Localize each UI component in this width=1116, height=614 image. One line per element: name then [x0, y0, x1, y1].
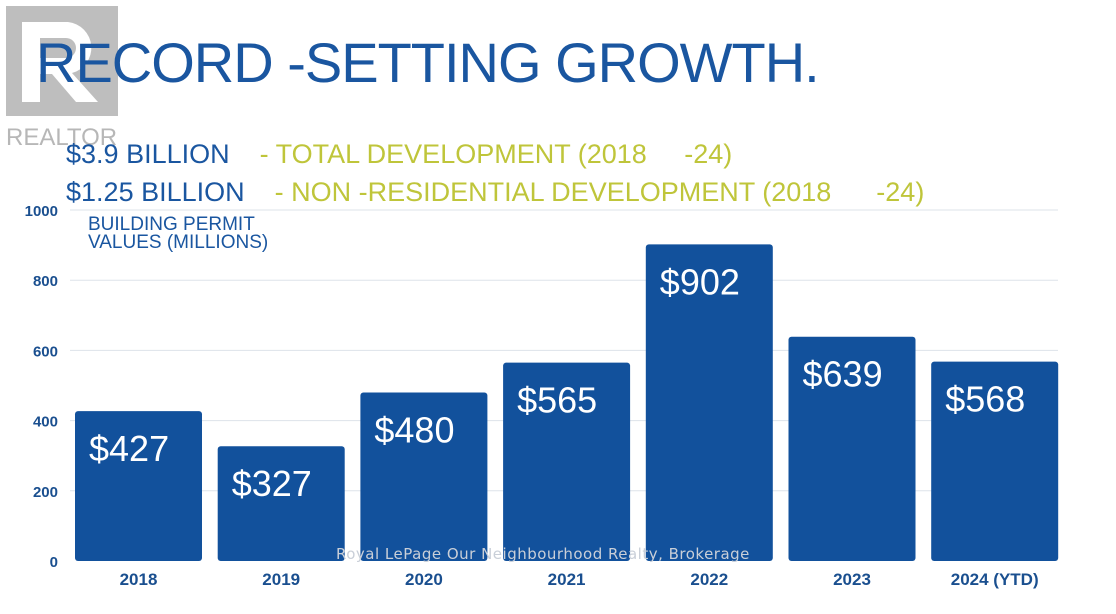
stat-desc: - TOTAL DEVELOPMENT (2018 -24)	[259, 139, 733, 169]
data-label: $480	[374, 410, 454, 451]
y-tick-label: 600	[33, 343, 58, 360]
bar	[217, 446, 345, 561]
data-label: $568	[945, 379, 1025, 420]
realtor-logo-icon	[6, 6, 118, 116]
bar	[360, 392, 488, 561]
stat-line-nonres: $1.25 BILLION - NON -RESIDENTIAL DEVELOP…	[36, 146, 924, 239]
data-label: $902	[660, 261, 740, 302]
x-tick-label: 2020	[405, 570, 443, 589]
stat-desc: - NON -RESIDENTIAL DEVELOPMENT (2018 -24…	[274, 177, 925, 207]
data-label: $327	[232, 463, 312, 504]
bar	[75, 411, 202, 561]
y-tick-label: 200	[33, 484, 58, 501]
y-tick-label: 800	[33, 273, 58, 290]
y-tick-label: 400	[33, 414, 58, 431]
y-tick-label: 0	[50, 554, 58, 571]
x-tick-label: 2018	[120, 570, 158, 589]
x-tick-label: 2023	[833, 570, 871, 589]
slide-title: RECORD -SETTING GROWTH.	[36, 31, 820, 94]
stat-amount: $3.9 BILLION	[66, 139, 230, 169]
watermark: Royal LePage Our Neighbourhood Realty, B…	[336, 545, 750, 563]
chart-title: BUILDING PERMIT VALUES (MILLIONS)	[88, 214, 269, 253]
stat-amount: $1.25 BILLION	[66, 177, 245, 207]
x-tick-label: 2022	[690, 570, 728, 589]
realtor-logo-text: REALTOR	[6, 124, 118, 151]
chart-title-line: BUILDING PERMIT	[88, 214, 255, 235]
chart-title-line: VALUES (MILLIONS)	[88, 232, 269, 253]
data-label: $427	[89, 428, 169, 469]
data-label: $639	[803, 354, 883, 395]
data-label: $565	[517, 380, 597, 421]
x-tick-label: 2024 (YTD)	[951, 570, 1039, 589]
bar	[931, 361, 1059, 561]
y-tick-label: 1000	[25, 203, 58, 220]
x-tick-label: 2019	[262, 570, 300, 589]
bar	[788, 336, 916, 561]
bar	[503, 362, 631, 561]
stat-line-total: $3.9 BILLION - TOTAL DEVELOPMENT (2018 -…	[36, 108, 732, 201]
bar	[645, 244, 773, 561]
x-tick-label: 2021	[548, 570, 586, 589]
